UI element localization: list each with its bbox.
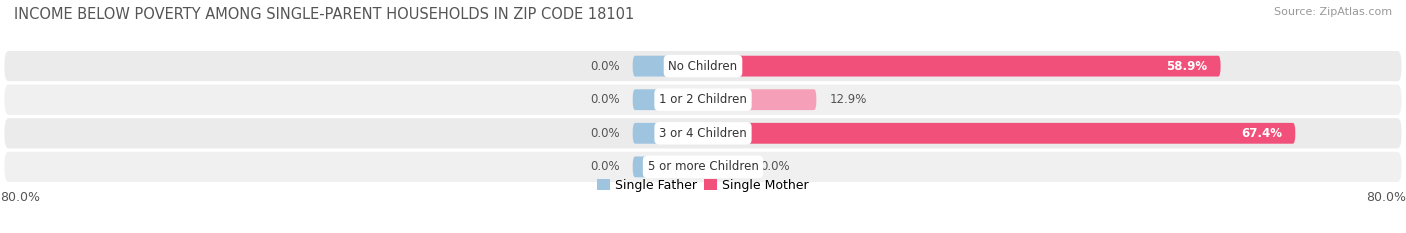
FancyBboxPatch shape [633, 157, 703, 177]
FancyBboxPatch shape [4, 51, 1402, 81]
Text: 0.0%: 0.0% [591, 160, 620, 173]
FancyBboxPatch shape [4, 118, 1402, 148]
FancyBboxPatch shape [4, 85, 1402, 115]
FancyBboxPatch shape [703, 157, 747, 177]
FancyBboxPatch shape [4, 152, 1402, 182]
Text: Source: ZipAtlas.com: Source: ZipAtlas.com [1274, 7, 1392, 17]
FancyBboxPatch shape [703, 89, 817, 110]
Legend: Single Father, Single Mother: Single Father, Single Mother [592, 174, 814, 197]
Text: 0.0%: 0.0% [591, 93, 620, 106]
Text: 0.0%: 0.0% [591, 127, 620, 140]
Text: 12.9%: 12.9% [830, 93, 868, 106]
Text: 5 or more Children: 5 or more Children [648, 160, 758, 173]
FancyBboxPatch shape [633, 123, 703, 144]
FancyBboxPatch shape [703, 56, 1220, 76]
Text: 0.0%: 0.0% [591, 60, 620, 73]
Text: 58.9%: 58.9% [1167, 60, 1208, 73]
Text: INCOME BELOW POVERTY AMONG SINGLE-PARENT HOUSEHOLDS IN ZIP CODE 18101: INCOME BELOW POVERTY AMONG SINGLE-PARENT… [14, 7, 634, 22]
Text: No Children: No Children [668, 60, 738, 73]
Text: 67.4%: 67.4% [1241, 127, 1282, 140]
Text: 1 or 2 Children: 1 or 2 Children [659, 93, 747, 106]
Text: 3 or 4 Children: 3 or 4 Children [659, 127, 747, 140]
FancyBboxPatch shape [703, 123, 1295, 144]
FancyBboxPatch shape [633, 56, 703, 76]
Text: 80.0%: 80.0% [1367, 191, 1406, 204]
Text: 0.0%: 0.0% [761, 160, 790, 173]
Text: 80.0%: 80.0% [0, 191, 39, 204]
FancyBboxPatch shape [633, 89, 703, 110]
